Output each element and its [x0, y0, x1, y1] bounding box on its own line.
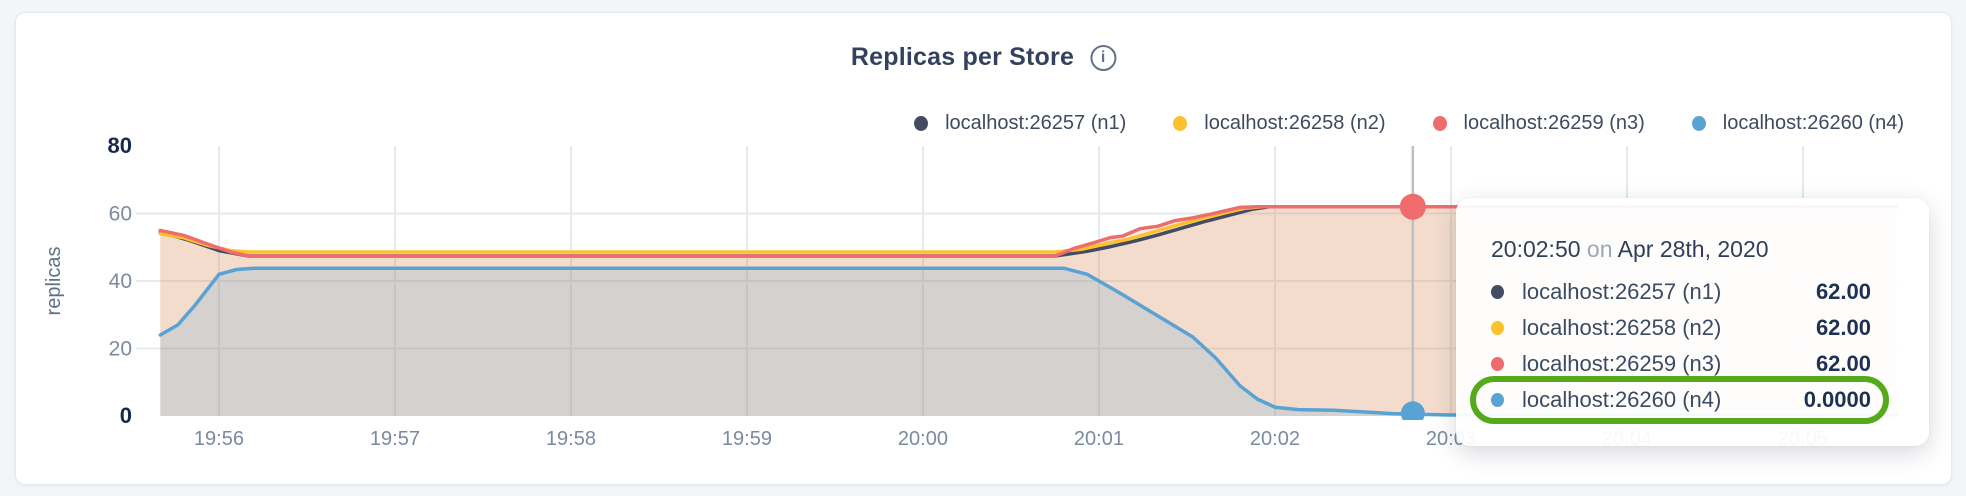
- series-dot-icon: [1491, 357, 1504, 371]
- info-icon[interactable]: i: [1090, 44, 1117, 71]
- svg-text:20:00: 20:00: [898, 428, 948, 450]
- y-axis-title: replicas: [43, 247, 65, 316]
- svg-text:19:57: 19:57: [370, 428, 420, 450]
- svg-text:60: 60: [109, 203, 132, 226]
- svg-text:19:58: 19:58: [546, 428, 596, 450]
- series-dot-icon: [1432, 116, 1447, 131]
- svg-text:19:59: 19:59: [722, 428, 772, 450]
- hover-tooltip: 20:02:50 on Apr 28th, 2020 localhost:262…: [1456, 198, 1929, 446]
- tooltip-row-highlighted: localhost:26260 (n4) 0.0000: [1491, 382, 1871, 418]
- legend-item-n4[interactable]: localhost:26260 (n4): [1691, 112, 1904, 135]
- legend-item-n1[interactable]: localhost:26257 (n1): [914, 112, 1126, 135]
- series-dot-icon: [1491, 393, 1504, 407]
- svg-text:0: 0: [120, 403, 132, 428]
- legend-label: localhost:26259 (n3): [1463, 112, 1645, 134]
- tooltip-rows: localhost:26257 (n1) 62.00 localhost:262…: [1491, 274, 1871, 418]
- svg-text:20:02: 20:02: [1250, 428, 1300, 450]
- chart-header: Replicas per Store i: [850, 43, 1117, 72]
- chart-title: Replicas per Store: [850, 43, 1075, 71]
- legend: localhost:26257 (n1) localhost:26258 (n2…: [914, 112, 1904, 135]
- series-dot-icon: [914, 116, 929, 131]
- series-dot-icon: [1491, 285, 1504, 299]
- series-dot-icon: [1491, 321, 1504, 335]
- chart-card: Replicas per Store i localhost:26257 (n1…: [15, 12, 1952, 485]
- legend-label: localhost:26260 (n4): [1722, 112, 1904, 134]
- legend-item-n3[interactable]: localhost:26259 (n3): [1432, 112, 1645, 135]
- svg-text:80: 80: [108, 133, 132, 158]
- tooltip-timestamp: 20:02:50 on Apr 28th, 2020: [1491, 236, 1769, 262]
- svg-text:20: 20: [109, 338, 132, 361]
- svg-text:20:01: 20:01: [1074, 428, 1124, 450]
- tooltip-row: localhost:26257 (n1) 62.00: [1491, 274, 1871, 310]
- legend-label: localhost:26257 (n1): [945, 112, 1127, 134]
- tooltip-row: localhost:26258 (n2) 62.00: [1491, 310, 1871, 346]
- legend-item-n2[interactable]: localhost:26258 (n2): [1173, 112, 1386, 135]
- svg-text:19:56: 19:56: [194, 428, 244, 450]
- svg-text:40: 40: [109, 270, 132, 293]
- series-dot-icon: [1173, 116, 1188, 131]
- tooltip-row: localhost:26259 (n3) 62.00: [1491, 346, 1871, 382]
- legend-label: localhost:26258 (n2): [1204, 112, 1386, 134]
- series-dot-icon: [1691, 116, 1706, 131]
